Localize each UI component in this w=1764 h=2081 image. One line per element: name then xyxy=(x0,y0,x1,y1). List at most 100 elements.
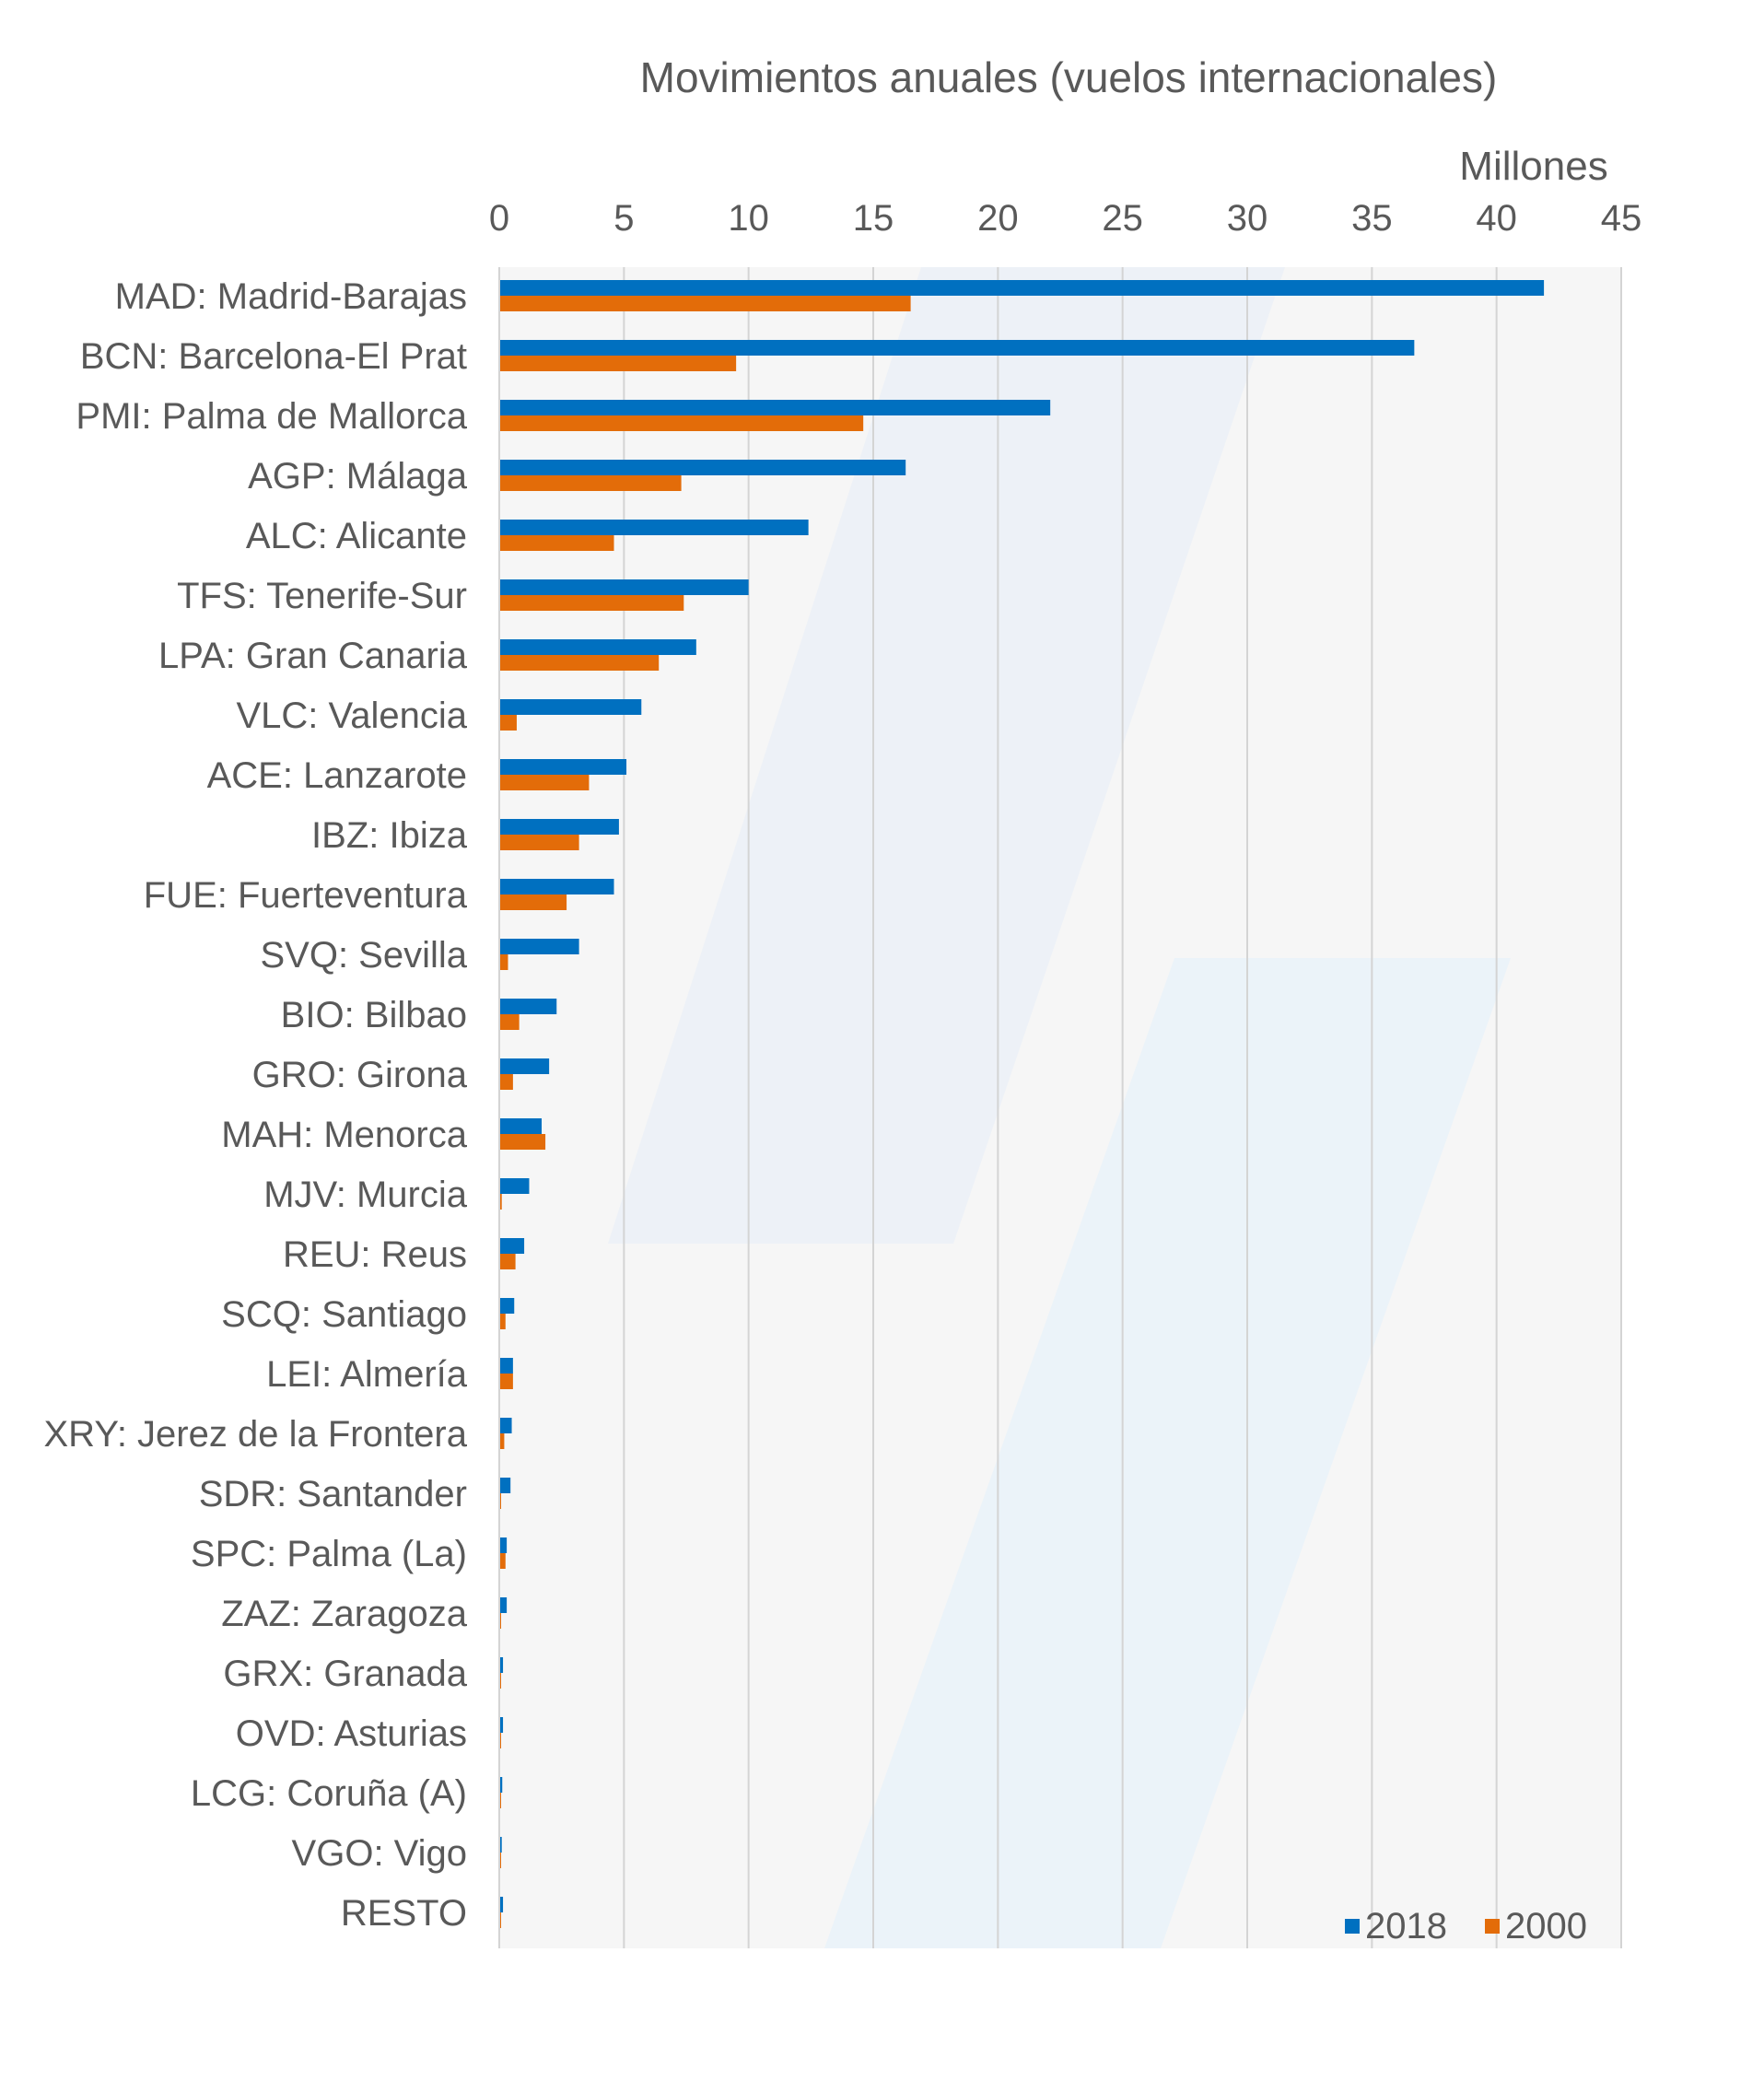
x-tick-20: 20 xyxy=(977,198,1019,239)
watermark-shapes xyxy=(608,267,1511,1948)
category-label: GRO: Girona xyxy=(252,1055,468,1095)
legend-swatch-2000 xyxy=(1485,1919,1500,1934)
bar-2018-15 xyxy=(499,1178,530,1194)
bar-2018-11 xyxy=(499,939,579,954)
category-label: ACE: Lanzarote xyxy=(207,755,467,796)
category-label: AGP: Málaga xyxy=(248,456,468,497)
bar-2018-2 xyxy=(499,400,1051,415)
category-label: GRX: Granada xyxy=(223,1654,467,1694)
bar-2000-11 xyxy=(499,954,508,970)
category-label: ZAZ: Zaragoza xyxy=(221,1594,468,1634)
bar-2018-8 xyxy=(499,759,627,775)
bar-2000-19 xyxy=(499,1433,505,1449)
category-label: SPC: Palma (La) xyxy=(191,1534,467,1574)
category-label: FUE: Fuerteventura xyxy=(144,875,468,916)
bar-2000-18 xyxy=(499,1374,513,1389)
category-label: PMI: Palma de Mallorca xyxy=(76,396,467,437)
category-label: BCN: Barcelona-El Prat xyxy=(80,336,467,377)
category-label: RESTO xyxy=(341,1893,467,1934)
bar-2018-25 xyxy=(499,1777,503,1793)
bar-2000-9 xyxy=(499,835,579,850)
category-label: MAD: Madrid-Barajas xyxy=(115,276,467,317)
bar-2018-18 xyxy=(499,1358,513,1374)
bar-2018-12 xyxy=(499,999,557,1014)
bar-2000-5 xyxy=(499,595,684,611)
category-label: XRY: Jerez de la Frontera xyxy=(44,1414,468,1455)
category-label: VGO: Vigo xyxy=(292,1833,467,1874)
bar-2018-19 xyxy=(499,1418,512,1433)
x-tick-40: 40 xyxy=(1476,198,1517,239)
bar-2018-16 xyxy=(499,1238,525,1254)
bar-2018-21 xyxy=(499,1537,508,1553)
unit-label: Millones xyxy=(1459,144,1607,189)
category-label: IBZ: Ibiza xyxy=(311,815,468,856)
bar-2018-20 xyxy=(499,1478,511,1493)
bar-2018-4 xyxy=(499,520,809,535)
x-tick-5: 5 xyxy=(613,198,634,239)
category-label: SCQ: Santiago xyxy=(221,1294,467,1335)
bar-2018-27 xyxy=(499,1897,504,1912)
category-label: REU: Reus xyxy=(283,1234,467,1275)
bar-2000-3 xyxy=(499,475,682,491)
bar-2000-17 xyxy=(499,1314,506,1329)
x-tick-15: 15 xyxy=(853,198,894,239)
x-tick-10: 10 xyxy=(728,198,769,239)
bar-2018-3 xyxy=(499,460,906,475)
bar-2000-12 xyxy=(499,1014,520,1030)
category-label: VLC: Valencia xyxy=(236,696,467,736)
category-label: LCG: Coruña (A) xyxy=(191,1773,467,1814)
bar-2018-13 xyxy=(499,1058,550,1074)
legend-label-2000: 2000 xyxy=(1505,1906,1587,1947)
category-label: ALC: Alicante xyxy=(246,516,467,556)
category-label: OVD: Asturias xyxy=(236,1713,467,1754)
x-tick-0: 0 xyxy=(489,198,509,239)
bar-2018-22 xyxy=(499,1597,508,1613)
bar-2018-24 xyxy=(499,1717,504,1733)
chart-title: Movimientos anuales (vuelos internaciona… xyxy=(640,53,1498,101)
category-label: LPA: Gran Canaria xyxy=(158,636,468,676)
bar-2000-21 xyxy=(499,1553,506,1569)
category-label: MAH: Menorca xyxy=(221,1115,467,1155)
x-tick-30: 30 xyxy=(1227,198,1268,239)
bar-2000-0 xyxy=(499,296,911,311)
bar-2018-23 xyxy=(499,1657,504,1673)
bar-2018-14 xyxy=(499,1118,543,1134)
bar-2000-10 xyxy=(499,894,567,910)
gridlines xyxy=(498,267,1622,1948)
bar-2000-8 xyxy=(499,775,590,790)
category-label: MJV: Murcia xyxy=(263,1175,468,1215)
category-label: TFS: Tenerife-Sur xyxy=(177,576,467,616)
bar-2018-5 xyxy=(499,579,749,595)
bar-2000-2 xyxy=(499,415,864,431)
bar-2018-0 xyxy=(499,280,1545,296)
bar-2018-26 xyxy=(499,1837,502,1853)
bar-2000-4 xyxy=(499,535,614,551)
category-label: LEI: Almería xyxy=(266,1354,468,1395)
bar-2018-10 xyxy=(499,879,614,894)
legend: 2018 2000 xyxy=(1345,1906,1587,1947)
x-tick-45: 45 xyxy=(1601,198,1642,239)
bar-2018-1 xyxy=(499,340,1415,356)
bar-2018-17 xyxy=(499,1298,515,1314)
x-tick-35: 35 xyxy=(1351,198,1393,239)
bar-2018-7 xyxy=(499,699,642,715)
legend-label-2018: 2018 xyxy=(1365,1906,1447,1947)
bar-2000-15 xyxy=(499,1194,502,1210)
legend-swatch-2018 xyxy=(1345,1919,1360,1934)
bar-2000-14 xyxy=(499,1134,546,1150)
bar-2018-9 xyxy=(499,819,619,835)
category-label: BIO: Bilbao xyxy=(281,995,467,1035)
bar-2000-16 xyxy=(499,1254,516,1269)
category-label: SVQ: Sevilla xyxy=(260,935,467,976)
category-label: SDR: Santander xyxy=(199,1474,467,1514)
bar-2000-13 xyxy=(499,1074,513,1090)
category-labels: MAD: Madrid-Barajas BCN: Barcelona-El Pra… xyxy=(44,276,468,1934)
bars xyxy=(498,267,1545,1948)
bar-2018-6 xyxy=(499,639,696,655)
bar-2000-6 xyxy=(499,655,660,671)
x-tick-25: 25 xyxy=(1102,198,1143,239)
bar-2000-7 xyxy=(499,715,517,731)
bar-2000-1 xyxy=(499,356,737,371)
x-tick-labels: 0 5 10 15 20 25 30 35 40 45 xyxy=(489,198,1641,239)
